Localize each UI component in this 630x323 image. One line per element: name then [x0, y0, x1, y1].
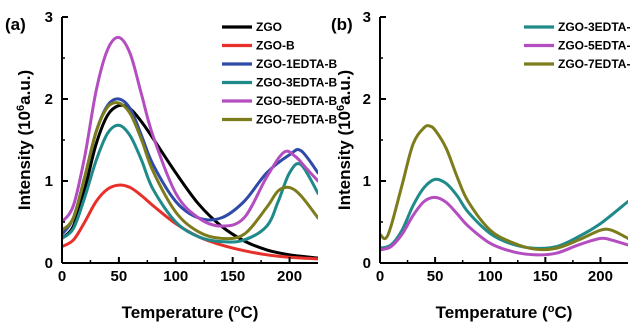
legend-label: ZGO-1EDTA-B: [256, 57, 337, 71]
y-tick-label: 1: [45, 173, 53, 190]
x-tick-label: 0: [58, 268, 66, 285]
legend-label: ZGO: [256, 20, 282, 34]
legend-label: ZGO-5EDTA-S: [558, 39, 630, 53]
series-curves: [380, 124, 628, 257]
panel-a: 0 50 100 150 200 0 1 2 3 Temperature (oC) Intensit…: [5, 9, 337, 322]
y-tick-label: 3: [363, 9, 371, 26]
x-tick-label: 100: [163, 268, 188, 285]
y-tick-label: 0: [363, 255, 371, 272]
series-line-zgo-7edta-s: [380, 124, 628, 252]
series-line-zgo-5edta-s: [380, 195, 628, 257]
y-tick-label: 0: [45, 255, 53, 272]
panel-label: (b): [331, 15, 353, 34]
series-line-zgo-3edta-s: [380, 177, 628, 250]
legend-label: ZGO-7EDTA-B: [256, 113, 337, 127]
x-axis-label: Temperature (oC): [122, 303, 259, 322]
y-axis-label: Intensity (106a.u.): [15, 70, 34, 210]
series-line-zgo-5edta-b: [62, 35, 318, 228]
legend-label: ZGO-5EDTA-B: [256, 94, 337, 108]
legend-label: ZGO-7EDTA-S: [558, 57, 630, 71]
legend: ZGO ZGO-B ZGO-1EDTA-B ZGO-3EDTA-B ZGO-5EDTA-…: [222, 20, 337, 127]
x-tick-label: 50: [427, 268, 444, 285]
panel-label: (a): [5, 15, 26, 34]
x-tick-label: 100: [478, 268, 503, 285]
x-axis-label: Temperature (oC): [436, 303, 573, 322]
series-line-zgo-7edta-b: [62, 101, 318, 241]
x-tick-label: 200: [277, 268, 302, 285]
series-line-zgo: [62, 103, 318, 260]
y-axis-label: Intensity (106a.u.): [335, 70, 354, 210]
y-tick-label: 1: [363, 173, 371, 190]
legend-label: ZGO-3EDTA-S: [558, 20, 630, 34]
panel-b: 0 50 100 150 200 0 1 2 3 Temperature (oC) Intensit…: [331, 9, 630, 322]
y-tick-label: 2: [45, 91, 53, 108]
x-tick-label: 150: [533, 268, 558, 285]
series-curves: [62, 35, 318, 261]
y-tick-label: 2: [363, 91, 371, 108]
y-tick-label: 3: [45, 9, 53, 26]
legend-label: ZGO-3EDTA-B: [256, 76, 337, 90]
legend-label: ZGO-B: [256, 39, 295, 53]
x-tick-label: 200: [588, 268, 613, 285]
x-tick-label: 150: [220, 268, 245, 285]
series-line-zgo-3edta-b: [62, 123, 318, 244]
x-tick-label: 50: [111, 268, 128, 285]
legend: ZGO-3EDTA-S ZGO-5EDTA-S ZGO-7EDTA-S: [524, 20, 630, 71]
series-line-zgo-b: [62, 183, 318, 261]
x-tick-label: 0: [376, 268, 384, 285]
